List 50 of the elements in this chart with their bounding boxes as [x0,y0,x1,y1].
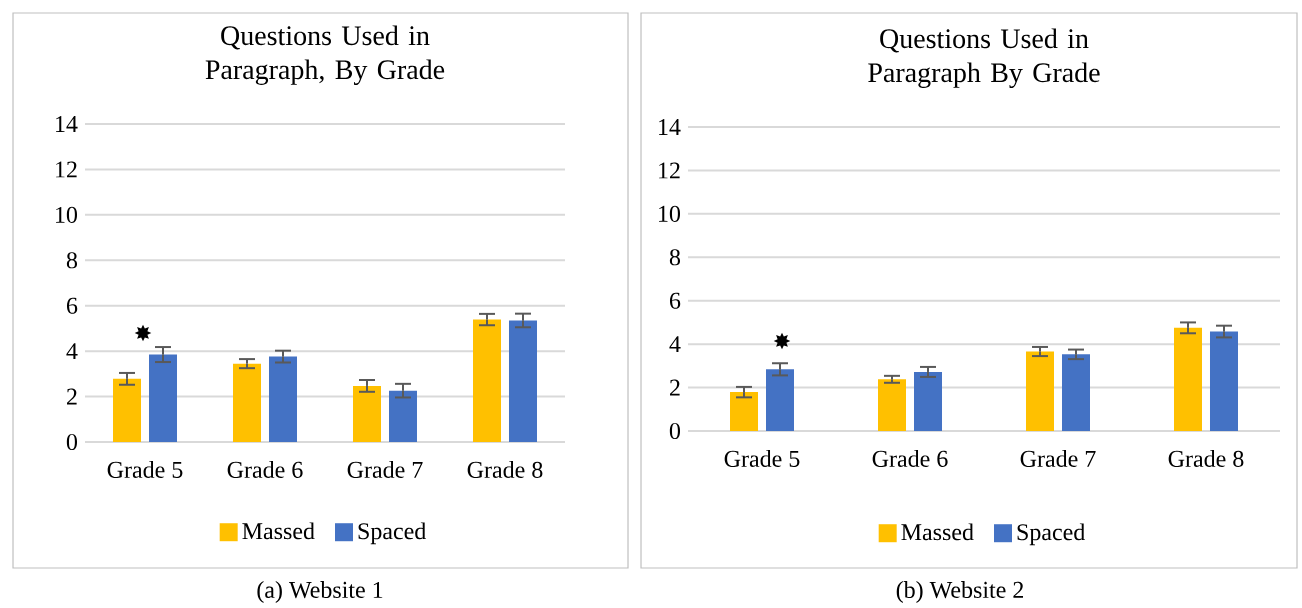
bar [149,354,177,442]
x-tick-label: Grade 7 [1020,450,1096,467]
bar [233,363,261,442]
y-tick-label: 8 [669,249,681,266]
y-tick-label: 4 [669,336,681,353]
bar [353,385,381,442]
x-tick-label: Grade 5 [724,450,800,467]
bar [914,371,943,431]
bar [1174,327,1202,431]
bar [1026,351,1054,431]
x-tick-label: Grade 6 [872,450,948,467]
bar [113,378,141,442]
y-tick-label: 6 [66,297,78,314]
y-tick-label: 14 [659,119,681,135]
x-tick-label: Grade 8 [467,461,543,478]
annotation: ✸ [773,332,791,350]
y-tick-label: 8 [66,252,78,269]
bar [389,390,417,442]
bar [269,356,297,442]
chart-title: Questions Used in Paragraph By Grade [868,28,1100,88]
y-tick-label: 10 [56,206,78,223]
y-tick-label: 2 [670,379,680,396]
text: (a) Website 1 [257,581,383,603]
y-tick-label: 6 [669,292,681,309]
bar [1062,354,1090,431]
y-tick-label: 10 [659,205,681,222]
bar [730,392,759,431]
text: (b) Website 2 [896,581,1024,603]
y-tick-label: 4 [66,343,78,360]
legend-label: Massed [901,523,974,541]
y-tick-label: 14 [56,116,78,132]
y-tick-label: 2 [67,388,77,405]
x-tick-label: Grade 8 [1168,450,1244,467]
bar [1210,331,1238,431]
x-tick-label: Grade 5 [107,461,183,478]
legend-label: Spaced [1017,523,1086,546]
x-tick-label: Grade 7 [347,461,423,478]
x-tick-label: Grade 6 [227,461,303,478]
legend-label: Massed [242,522,315,540]
bar [508,320,537,442]
annotation: ✸ [134,324,152,342]
legend-label: Spaced [358,522,427,545]
y-tick-label: 12 [56,161,77,178]
bar [766,369,794,431]
y-tick-label: 0 [66,433,78,451]
chart-title: Questions Used in Paragraph, By Grade [205,25,445,85]
bar [473,319,501,442]
y-tick-label: 12 [659,162,680,179]
bar [878,379,906,431]
y-tick-label: 0 [669,422,681,440]
